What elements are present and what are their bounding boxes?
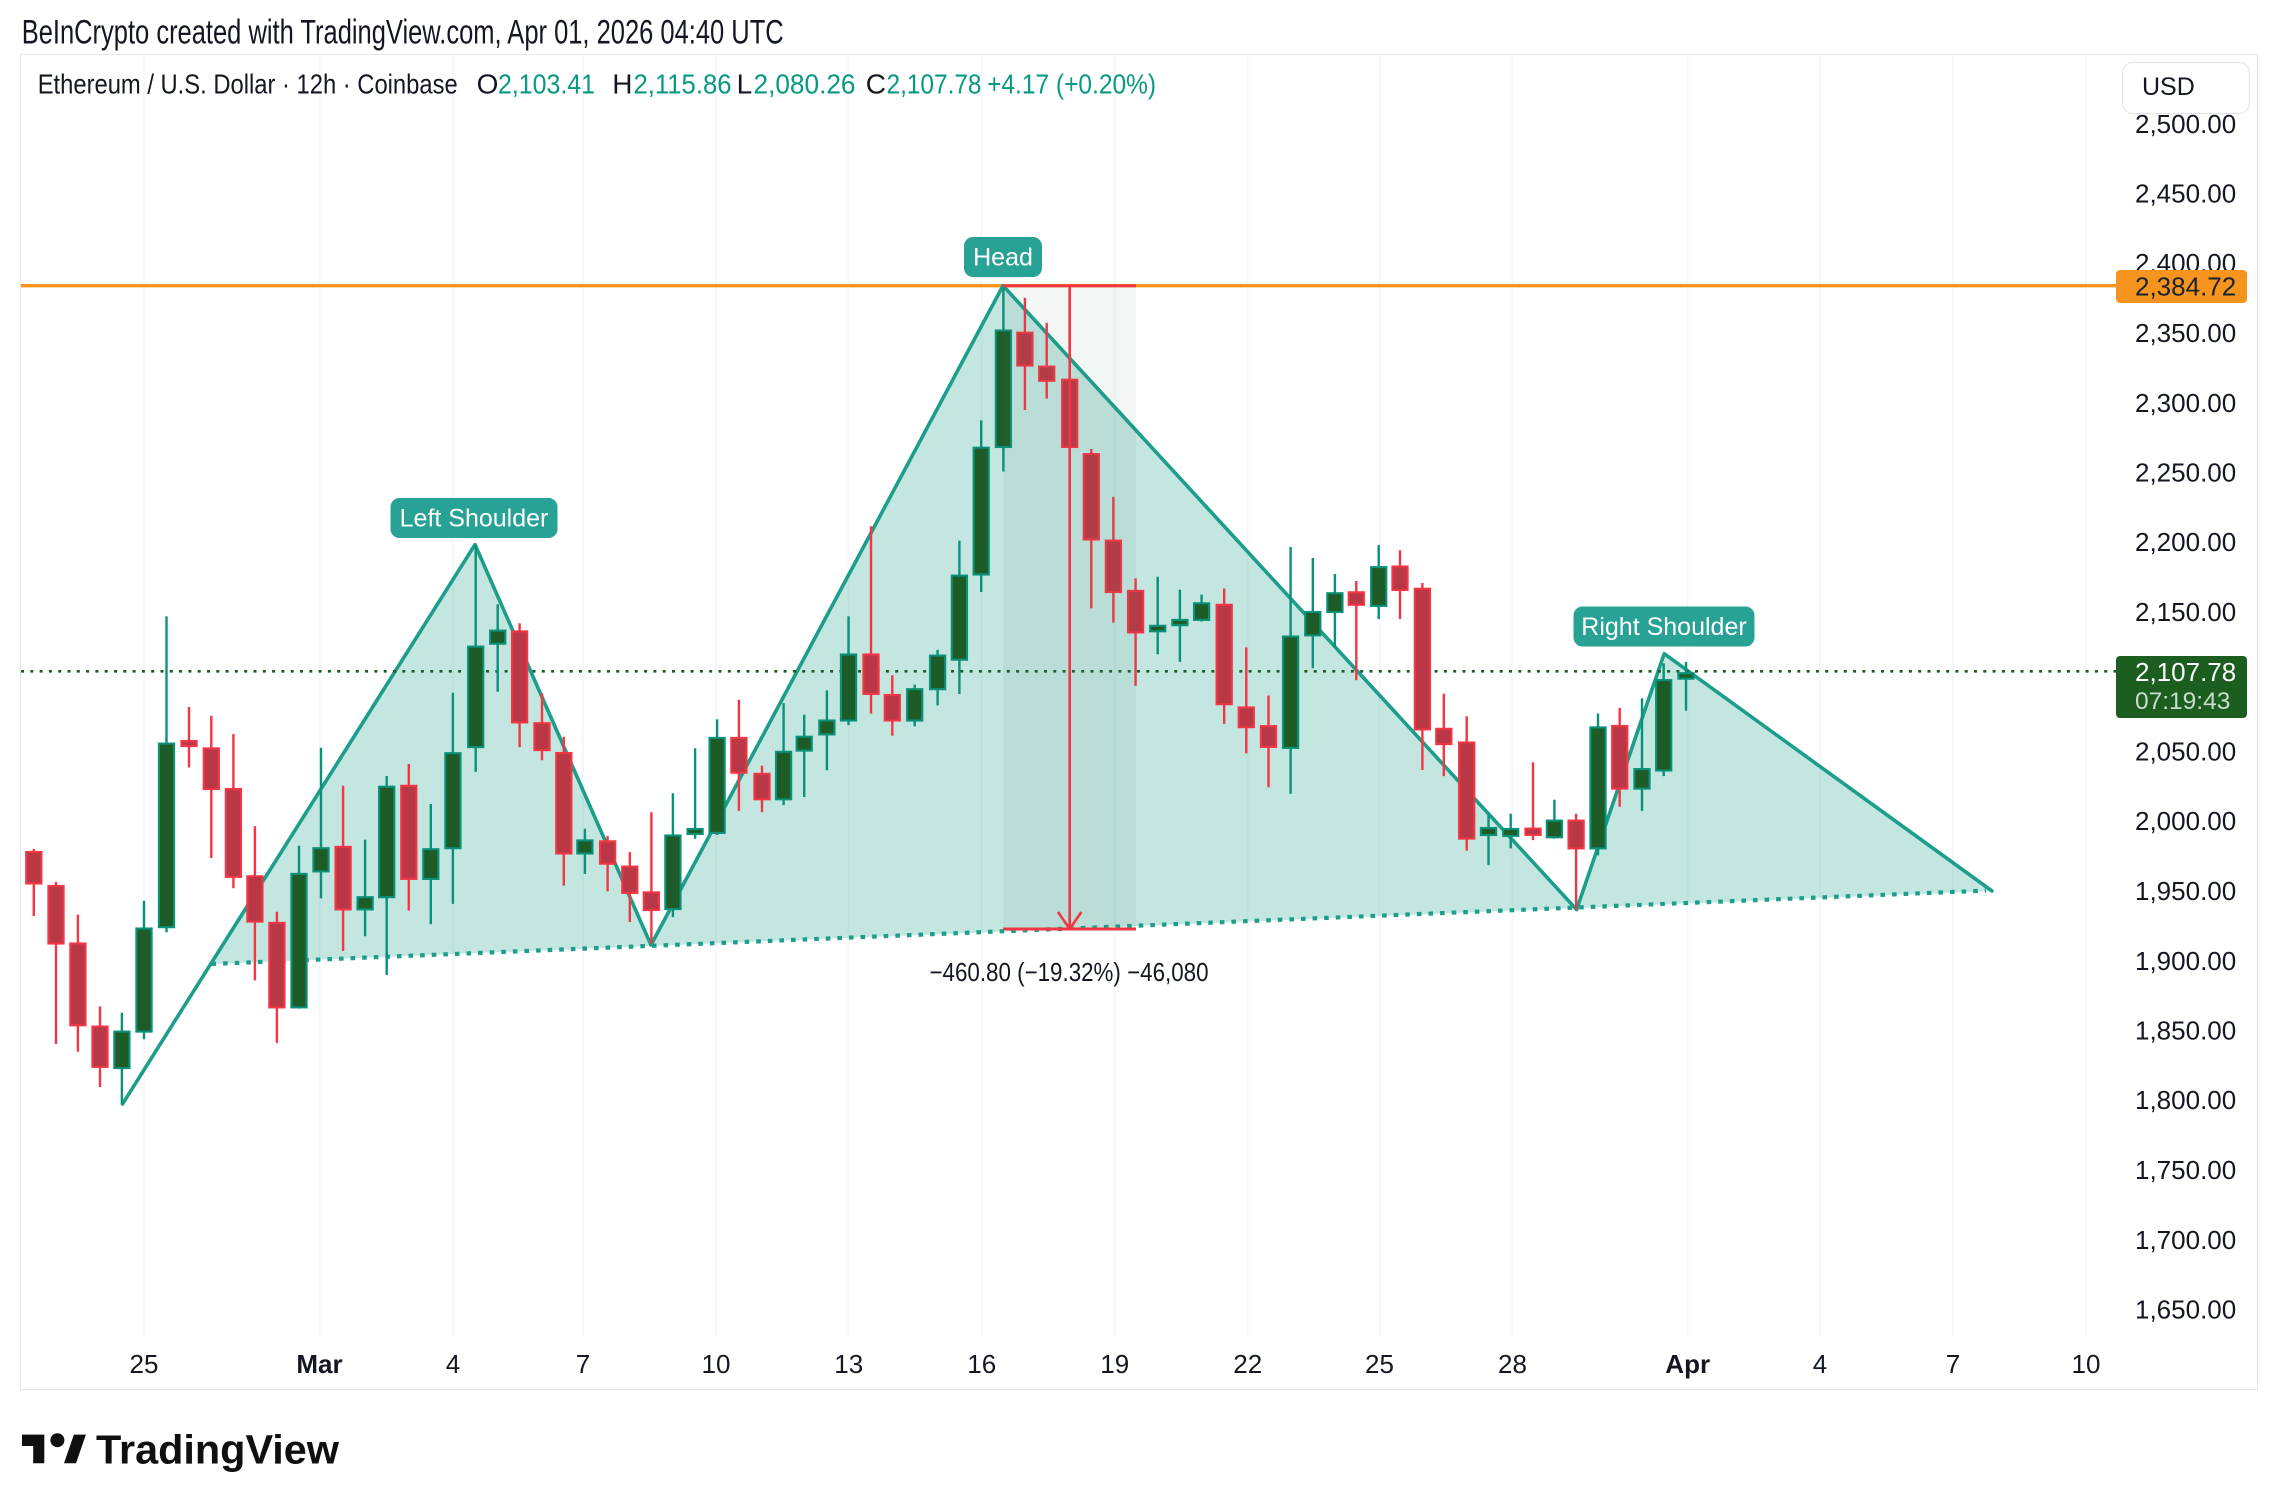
svg-text:2,107.78: 2,107.78 — [2135, 657, 2236, 687]
svg-text:1,800.00: 1,800.00 — [2135, 1085, 2236, 1115]
svg-text:Right Shoulder: Right Shoulder — [1581, 613, 1746, 641]
svg-text:1,850.00: 1,850.00 — [2135, 1016, 2236, 1046]
svg-text:2,115.86: 2,115.86 — [634, 69, 732, 100]
svg-text:19: 19 — [1100, 1349, 1129, 1379]
svg-text:L: L — [737, 69, 753, 100]
svg-text:1,700.00: 1,700.00 — [2135, 1225, 2236, 1255]
svg-text:Ethereum / U.S. Dollar · 12h ·: Ethereum / U.S. Dollar · 12h · Coinbase — [38, 69, 458, 100]
svg-text:13: 13 — [834, 1349, 863, 1379]
svg-text:Head: Head — [973, 244, 1033, 272]
svg-text:1,900.00: 1,900.00 — [2135, 946, 2236, 976]
svg-text:+4.17 (+0.20%): +4.17 (+0.20%) — [987, 69, 1156, 100]
svg-text:07:19:43: 07:19:43 — [2135, 688, 2230, 715]
svg-text:4: 4 — [1813, 1349, 1827, 1379]
svg-text:TradingView: TradingView — [96, 1427, 339, 1473]
svg-text:10: 10 — [2072, 1349, 2101, 1379]
svg-text:2,107.78: 2,107.78 — [887, 69, 982, 100]
svg-text:H: H — [612, 69, 632, 100]
svg-text:2,000.00: 2,000.00 — [2135, 806, 2236, 836]
svg-text:2,080.26: 2,080.26 — [754, 69, 856, 100]
svg-text:2,300.00: 2,300.00 — [2135, 388, 2236, 418]
svg-text:28: 28 — [1498, 1349, 1527, 1379]
svg-text:C: C — [866, 69, 886, 100]
svg-text:1,650.00: 1,650.00 — [2135, 1295, 2236, 1325]
svg-text:7: 7 — [576, 1349, 590, 1379]
svg-text:7: 7 — [1946, 1349, 1960, 1379]
svg-text:Left Shoulder: Left Shoulder — [400, 505, 549, 533]
svg-text:BeInCrypto created with Tradin: BeInCrypto created with TradingView.com,… — [22, 14, 784, 52]
svg-text:2,450.00: 2,450.00 — [2135, 179, 2236, 209]
svg-text:−460.80 (−19.32%) −46,080: −460.80 (−19.32%) −46,080 — [930, 957, 1209, 987]
svg-text:2,250.00: 2,250.00 — [2135, 458, 2236, 488]
svg-text:2,103.41: 2,103.41 — [498, 69, 595, 100]
svg-text:25: 25 — [130, 1349, 159, 1379]
svg-text:2,050.00: 2,050.00 — [2135, 737, 2236, 767]
svg-text:Mar: Mar — [296, 1349, 342, 1379]
svg-text:2,200.00: 2,200.00 — [2135, 527, 2236, 557]
svg-text:10: 10 — [702, 1349, 731, 1379]
svg-text:2,350.00: 2,350.00 — [2135, 318, 2236, 348]
svg-text:25: 25 — [1365, 1349, 1394, 1379]
svg-text:1,750.00: 1,750.00 — [2135, 1155, 2236, 1185]
svg-text:O: O — [477, 69, 499, 100]
svg-text:2,384.72: 2,384.72 — [2135, 272, 2236, 302]
svg-text:16: 16 — [967, 1349, 996, 1379]
svg-text:4: 4 — [446, 1349, 460, 1379]
svg-text:1,950.00: 1,950.00 — [2135, 876, 2236, 906]
svg-text:Apr: Apr — [1665, 1349, 1710, 1379]
svg-text:22: 22 — [1233, 1349, 1262, 1379]
svg-text:2,150.00: 2,150.00 — [2135, 597, 2236, 627]
